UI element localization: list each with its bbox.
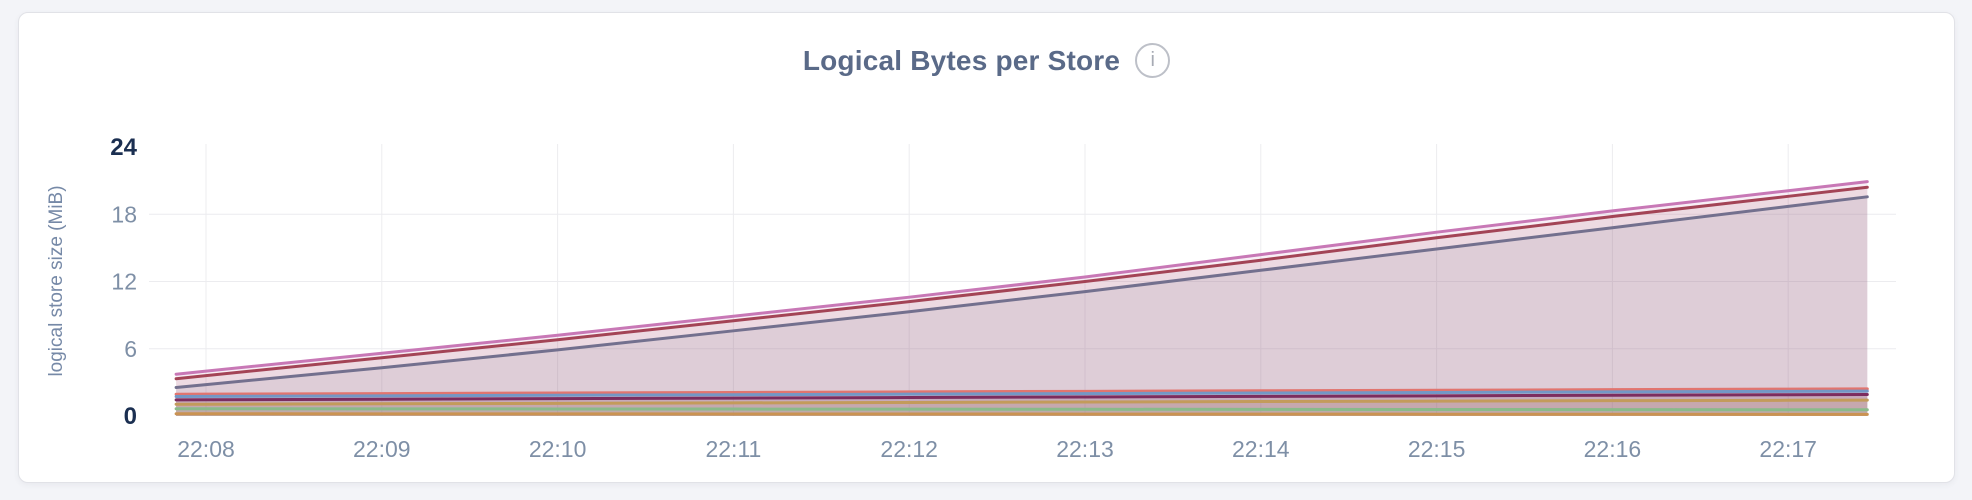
x-tick-label: 22:09 [353,436,411,462]
series-line-store-1 [174,180,1869,376]
series-line-store-3 [174,195,1869,389]
series-line-store-9 [174,412,1869,416]
x-tick-label: 22:11 [705,436,761,462]
x-tick-label: 22:08 [177,436,235,462]
chart-plot-area[interactable]: 0 6 12 18 24 22:08 22:09 22:10 22:11 22:12 22:13 22… [19,13,1956,484]
y-tick-label: 24 [110,134,137,161]
series-area-store-3 [176,196,1868,416]
chart-header: Logical Bytes per Store i [19,43,1954,78]
series-line-store-4 [174,387,1869,396]
y-tick-label: 0 [124,403,137,430]
info-icon[interactable]: i [1135,43,1171,78]
x-tick-label: 22:15 [1408,436,1466,462]
y-tick-label: 12 [111,269,137,295]
x-tick-label: 22:16 [1584,436,1642,462]
series-area-store-2 [176,187,1868,416]
y-axis-title: logical store size (MiB) [46,185,67,377]
chart-card: Logical Bytes per Store i logical store … [18,12,1955,483]
y-tick-label: 18 [111,201,137,227]
chart-title: Logical Bytes per Store [802,44,1121,76]
series-line-store-7 [174,398,1869,406]
x-tick-label: 22:14 [1232,436,1290,462]
x-tick-label: 22:12 [880,436,938,462]
series-line-store-2 [174,185,1869,381]
series-line-store-8 [174,407,1869,412]
x-tick-label: 22:17 [1759,436,1817,462]
y-tick-label: 6 [124,336,137,362]
series-line-store-6 [174,392,1869,402]
x-tick-label: 22:10 [529,436,587,462]
series-line-store-5 [174,389,1869,398]
x-tick-label: 22:13 [1056,436,1114,462]
